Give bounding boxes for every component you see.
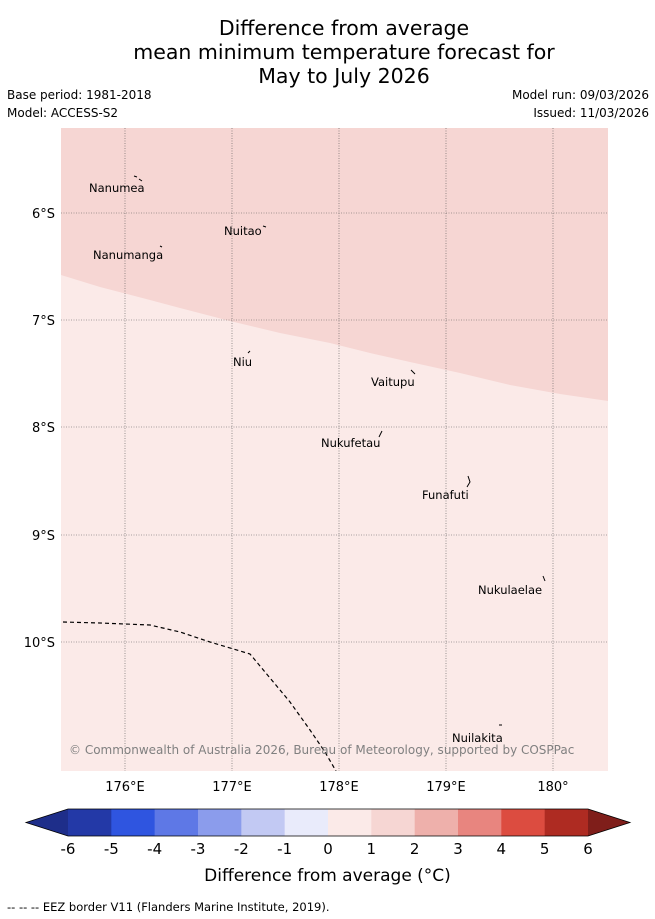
colorbar-cell <box>68 809 112 836</box>
colorbar-tick-label: -5 <box>103 840 119 858</box>
graticule <box>61 128 608 771</box>
place-label-niu: Niu <box>233 355 252 369</box>
island-nanumea <box>133 175 143 182</box>
place-label-nukulaelae: Nukulaelae <box>478 583 542 597</box>
colorbar <box>24 808 632 837</box>
copyright-notice: © Commonwealth of Australia 2026, Bureau… <box>69 743 574 757</box>
colorbar-title: Difference from average (°C) <box>204 866 451 886</box>
colorbar-cell <box>198 809 242 836</box>
map-area: Nanumea Nuitao Nanumanga Niu Vaitupu Nuk… <box>61 128 608 771</box>
zone-1-2-region <box>61 128 608 401</box>
lon-tick-176e: 176°E <box>105 780 145 795</box>
place-label-nuitao: Nuitao <box>224 224 262 238</box>
eez-legend: -- -- -- EEZ border V11 (Flanders Marine… <box>7 900 330 914</box>
colorbar-cell <box>501 809 545 836</box>
place-label-nanumanga: Nanumanga <box>93 248 163 262</box>
title-line-1: Difference from average <box>218 16 470 40</box>
colorbar-cell <box>414 809 459 836</box>
base-period: Base period: 1981-2018 <box>7 88 152 102</box>
colorbar-outline <box>24 808 632 837</box>
colorbar-cell <box>371 809 415 836</box>
lon-tick-179e: 179°E <box>426 780 466 795</box>
lat-tick-10s: 10°S <box>24 636 55 651</box>
colorbar-tick-label: 4 <box>496 840 507 858</box>
island-nuitao <box>262 225 267 228</box>
colorbar-tick-label: 2 <box>409 840 420 858</box>
island-nanumanga <box>159 245 163 248</box>
island-outlines <box>133 175 546 726</box>
island-niu <box>247 350 251 354</box>
map-title: Difference from average mean minimum tem… <box>0 16 655 88</box>
lon-tick-180: 180° <box>537 780 568 795</box>
colorbar-cell <box>328 809 372 836</box>
lat-tick-8s: 8°S <box>32 421 55 436</box>
colorbar-tick-label: -3 <box>190 840 206 858</box>
island-nukulaelae <box>542 575 546 582</box>
lat-tick-6s: 6°S <box>32 207 55 222</box>
colorbar-tick-label: -6 <box>60 840 76 858</box>
colorbar-under-arrow <box>26 809 68 836</box>
colorbar-cell <box>458 809 502 836</box>
colorbar-tick-label: -1 <box>277 840 293 858</box>
place-label-vaitupu: Vaitupu <box>371 375 415 389</box>
place-label-nuilakita: Nuilakita <box>452 731 503 745</box>
colorbar-cell <box>241 809 285 836</box>
colorbar-cell <box>544 809 589 836</box>
island-funafuti <box>466 475 471 488</box>
model-name: Model: ACCESS-S2 <box>7 106 119 120</box>
lon-tick-178e: 178°E <box>319 780 359 795</box>
island-nukufetau <box>378 430 383 438</box>
colorbar-cell <box>154 809 199 836</box>
colorbar-tick-label: 6 <box>583 840 593 858</box>
colorbar-tick-label: 5 <box>539 840 550 858</box>
title-line-2: mean minimum temperature forecast for <box>133 40 555 64</box>
model-run: Model run: 09/03/2026 <box>511 88 649 102</box>
title-line-3: May to July 2026 <box>258 64 430 88</box>
island-vaitupu <box>410 369 416 375</box>
colorbar-tick-label: -2 <box>233 840 249 858</box>
colorbar-tick-label: 1 <box>366 840 377 858</box>
lon-tick-177e: 177°E <box>212 780 252 795</box>
issued-date: Issued: 11/03/2026 <box>533 106 649 120</box>
place-label-nukufetau: Nukufetau <box>321 436 380 450</box>
eez-border <box>62 621 337 771</box>
colorbar-tick-label: -4 <box>147 840 163 858</box>
lat-tick-9s: 9°S <box>32 529 55 544</box>
colorbar-cell <box>284 809 329 836</box>
place-label-funafuti: Funafuti <box>422 488 469 502</box>
colorbar-cell <box>111 809 155 836</box>
place-label-nanumea: Nanumea <box>89 181 145 195</box>
colorbar-over-arrow <box>588 809 630 836</box>
colorbar-tick-label: 3 <box>453 840 463 858</box>
lat-tick-7s: 7°S <box>32 314 55 329</box>
colorbar-tick-label: 0 <box>323 840 333 858</box>
